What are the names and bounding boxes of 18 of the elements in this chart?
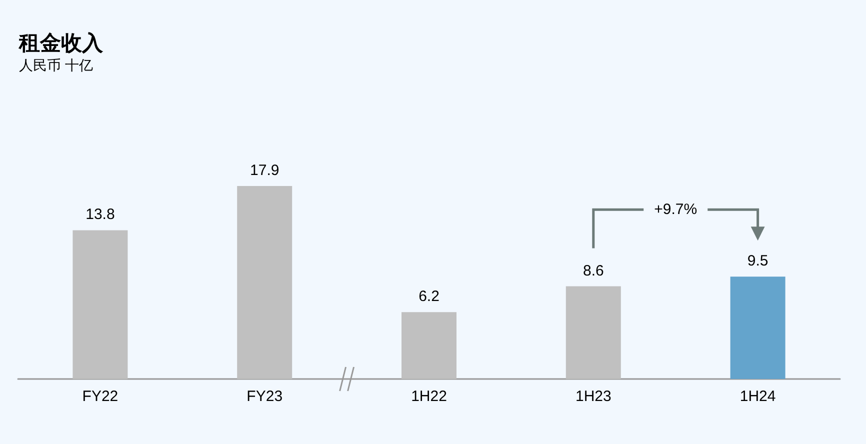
- bar: [402, 312, 456, 379]
- bar: [72, 230, 128, 379]
- x-tick-label: FY23: [246, 388, 283, 405]
- x-tick-label: 1H22: [411, 388, 447, 405]
- chart-subtitle: 人民币 十亿: [19, 57, 93, 73]
- data-label: 6.2: [418, 288, 440, 306]
- bar: [730, 276, 786, 379]
- annotation: +9.7%: [654, 201, 698, 218]
- bar: [566, 286, 621, 379]
- x-tick-label: FY22: [82, 388, 118, 405]
- data-label: 17.9: [250, 162, 280, 179]
- data-label: 8.6: [582, 262, 604, 280]
- data-label: 9.5: [747, 252, 768, 270]
- bar: [237, 186, 292, 379]
- x-tick-label: 1H23: [575, 388, 612, 405]
- data-label: 13.8: [86, 206, 115, 224]
- x-tick-label: 1H24: [740, 388, 776, 405]
- chart-title: 租金收入: [18, 32, 104, 55]
